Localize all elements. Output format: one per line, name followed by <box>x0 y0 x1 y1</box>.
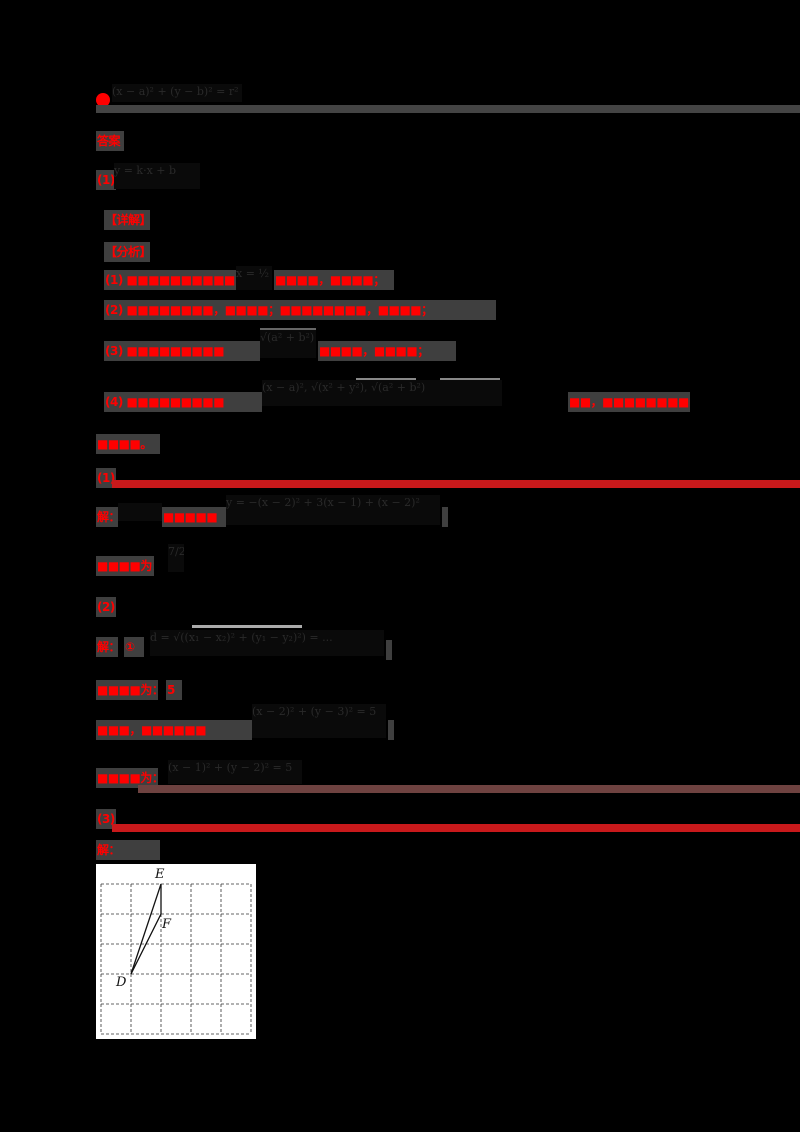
part-2-result-text: ■■■■为： <box>96 680 158 700</box>
point-e-label: E <box>154 867 165 882</box>
part-2-line3-comma <box>388 720 394 740</box>
step-1-formula: x = ½ <box>236 266 272 290</box>
point-f-label: F <box>161 917 172 932</box>
part-2-line3-formula: (x − 2)² + (y − 3)² = 5 <box>252 704 386 738</box>
step-1-tail: ■■■■，■■■■； <box>274 270 394 290</box>
sqrt-bar-2 <box>440 378 500 380</box>
sqrt-bar-1 <box>356 378 416 380</box>
line3-formula: y = k·x + b <box>114 163 200 189</box>
step-marker: (4) <box>105 395 123 409</box>
part-2-line4-text: ■■■■为： <box>96 768 158 788</box>
part-1-prefix: 解： <box>96 507 118 527</box>
part-2-value: 5 <box>166 680 182 700</box>
bullet-marker-icon <box>96 93 110 107</box>
step-4: (4) ■■■■■■■■■ <box>104 392 262 412</box>
part-2-marker: ① <box>124 637 144 657</box>
part-2-line4-formula: (x − 1)² + (y − 2)² = 5 <box>168 760 302 784</box>
part-2-comma <box>386 640 392 660</box>
part-1-label: (1) <box>96 468 116 488</box>
step-2: (2) ■■■■■■■■，■■■■；■■■■■■■■，■■■■； <box>104 300 496 320</box>
triangle-def <box>130 883 162 975</box>
step-text: ■■■■■■■■■ <box>126 344 225 358</box>
part-2-formula: d = √((x₁ − x₂)² + (y₁ − y₂)²) = ... <box>150 630 384 656</box>
step-marker: (3) <box>105 344 123 358</box>
step-text: ■■■■■■■■，■■■■；■■■■■■■■，■■■■； <box>126 303 434 317</box>
line3-marker: (1) <box>96 170 116 190</box>
part-1-result-text: ■■■■为： <box>96 556 154 576</box>
divider-brown <box>138 785 800 793</box>
section-detailed-explanation: 【详解】 <box>104 210 150 230</box>
step-4-tail: ■■，■■■■■■■■■■； <box>568 392 690 412</box>
conclusion-text: ■■■■。 <box>96 434 160 454</box>
part-2-label: (2) <box>96 597 116 617</box>
part-1-comma <box>442 507 448 527</box>
answer-label: 答案 <box>96 131 124 151</box>
section-analysis: 【分析】 <box>104 242 150 262</box>
part-1-var <box>118 503 162 521</box>
step-text: ■■■■■■■■■ <box>126 395 225 409</box>
divider-red-2 <box>112 824 800 832</box>
step-3-tail: ■■■■，■■■■； <box>318 341 456 361</box>
part-2-prefix: 解： <box>96 637 118 657</box>
header-formula: (x − a)² + (y − b)² = r² <box>112 84 242 102</box>
step-1: (1) ■■■■■■■■■■ <box>104 270 236 290</box>
divider-gray <box>96 105 800 113</box>
part-1-formula: y = −(x − 2)² + 3(x − 1) + (x − 2)² <box>226 495 440 525</box>
step-marker: (1) <box>105 273 123 287</box>
point-d-label: D <box>115 975 127 990</box>
grid-figure: E F D <box>96 864 256 1039</box>
sqrt-bar-3 <box>192 625 302 628</box>
part-2-line3-text: ■■■，■■■■■■ <box>96 720 252 740</box>
grid-diagram: E F D <box>100 867 252 1035</box>
part-1-text: ■■■■■ <box>162 507 226 527</box>
divider-red-1 <box>112 480 800 488</box>
step-text: ■■■■■■■■■■ <box>126 273 236 287</box>
step-4-formula: (x − a)², √(x² + y²), √(a² + b²) <box>262 380 502 406</box>
part-1-fraction: 7/2 <box>168 544 184 572</box>
step-3: (3) ■■■■■■■■■ <box>104 341 260 361</box>
part-3-prefix: 解： <box>96 840 160 860</box>
part-3-label: (3) <box>96 809 116 829</box>
step-marker: (2) <box>105 303 123 317</box>
step-3-formula: √(a² + b²) <box>260 328 316 358</box>
